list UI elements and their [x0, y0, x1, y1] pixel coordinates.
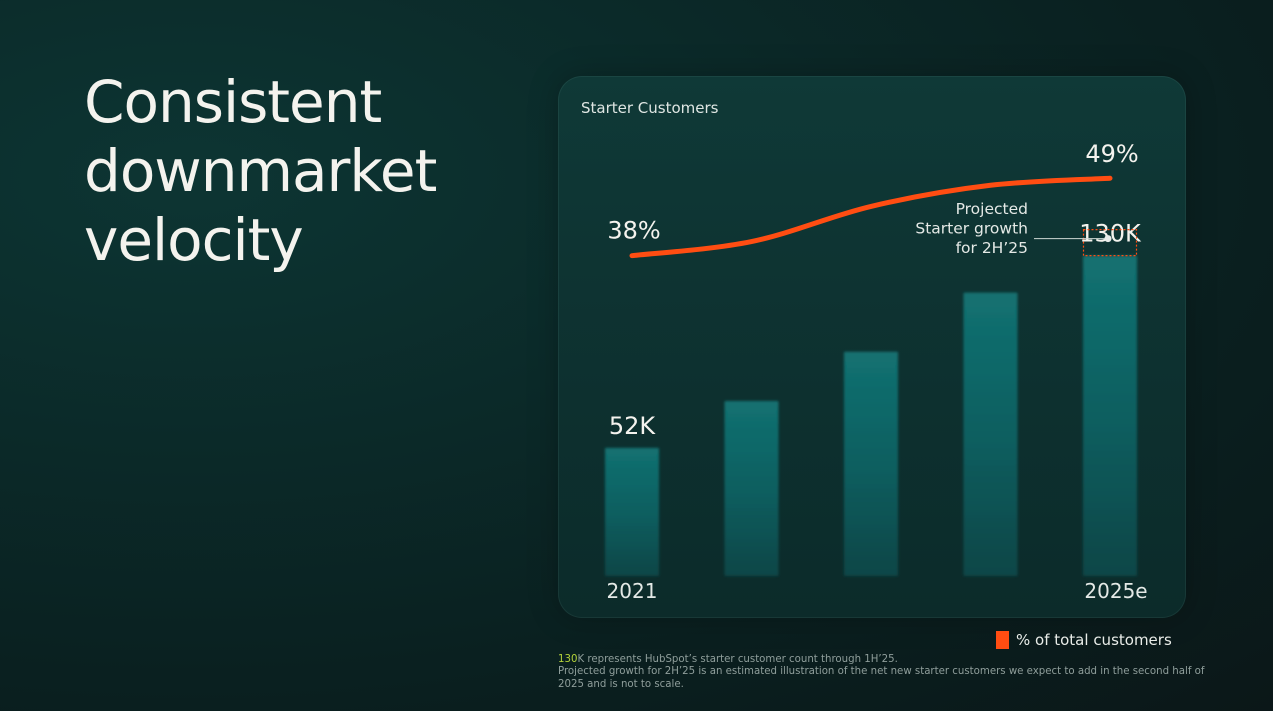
chart-legend: % of total customers	[996, 630, 1172, 650]
footnote: 130K represents HubSpot’s starter custom…	[558, 654, 1218, 691]
x-tick-label: 2025e	[1084, 579, 1147, 603]
projection-box	[1082, 229, 1138, 257]
footnote-line-1: 130K represents HubSpot’s starter custom…	[558, 654, 1218, 666]
annotation-dot	[1104, 235, 1112, 243]
bar	[963, 292, 1018, 576]
footnote-text: K represents HubSpot’s starter customer …	[577, 654, 898, 665]
line-layer	[629, 175, 1113, 259]
legend-label: % of total customers	[1016, 631, 1172, 649]
bar-value-label: 130K	[1079, 220, 1142, 248]
annotation-text: Starter growth	[915, 220, 1028, 238]
bar	[605, 447, 659, 576]
bar	[1083, 255, 1137, 576]
title-line: velocity	[84, 206, 304, 274]
title-line: downmarket	[84, 137, 437, 205]
x-tick-label: 2021	[607, 579, 658, 603]
bar	[844, 351, 898, 576]
footnote-accent: 130	[558, 654, 578, 665]
annotation-text: for 2H’25	[956, 239, 1028, 257]
line-value-label: 49%	[1085, 140, 1138, 168]
starter-customers-chart: Starter Customers 52K 130K 2021 2025e 38% 49%…	[581, 99, 1148, 603]
bar-value-label: 52K	[609, 412, 657, 440]
labels-layer: 52K 130K 2021 2025e 38% 49%	[607, 140, 1148, 603]
title-line: Consistent	[84, 68, 382, 136]
footnote-line-2: Projected growth for 2H’25 is an estimat…	[558, 666, 1205, 690]
legend-swatch	[996, 631, 1009, 649]
chart-card: Starter Customers 52K 130K 2021 2025e 38% 49%…	[558, 76, 1186, 618]
bars-layer	[605, 255, 1137, 576]
annotation-text: Projected	[956, 200, 1028, 218]
chart-title: Starter Customers	[581, 99, 719, 117]
page-title: Consistent downmarket velocity	[84, 68, 524, 275]
bar	[724, 401, 779, 576]
percent-line	[629, 175, 1113, 259]
line-value-label: 38%	[607, 217, 660, 245]
